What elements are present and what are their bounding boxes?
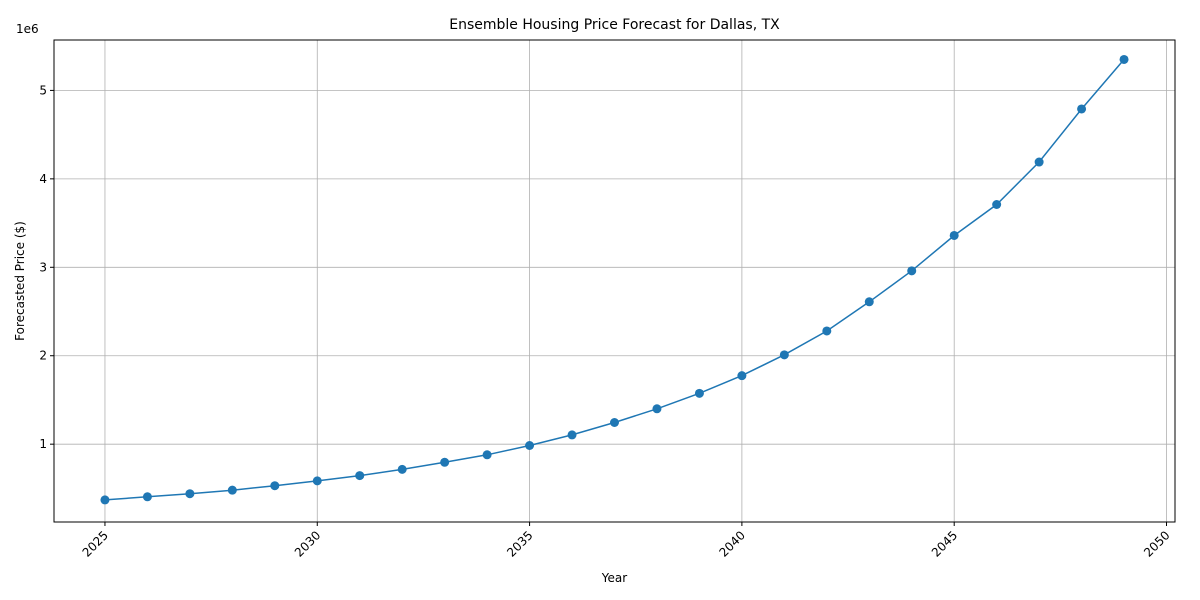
- y-axis-offset-label: 1e6: [16, 22, 39, 36]
- y-axis-label: Forecasted Price ($): [13, 221, 27, 341]
- data-point: [312, 476, 322, 486]
- data-point: [907, 266, 917, 276]
- y-tick-label: 1: [39, 437, 47, 451]
- plot-area-frame: [53, 39, 1176, 523]
- data-point: [185, 489, 195, 499]
- data-point: [1077, 104, 1087, 114]
- data-point: [694, 388, 704, 398]
- chart-title: Ensemble Housing Price Forecast for Dall…: [449, 17, 780, 33]
- data-point: [1034, 157, 1044, 167]
- data-point: [949, 230, 959, 240]
- y-tick-label: 5: [39, 83, 47, 97]
- data-point: [610, 418, 619, 428]
- data-point: [525, 440, 535, 450]
- data-point: [992, 199, 1002, 209]
- data-point: [397, 464, 407, 474]
- series-layer: [100, 54, 1129, 505]
- data-point: [227, 485, 237, 495]
- data-point: [822, 326, 832, 336]
- x-axis-label: Year: [601, 571, 627, 585]
- data-point: [355, 471, 365, 481]
- y-tick-label: 3: [39, 260, 47, 274]
- data-point: [567, 430, 577, 440]
- data-point: [440, 457, 450, 467]
- data-point: [482, 450, 492, 460]
- data-point: [100, 495, 110, 505]
- data-point: [652, 404, 662, 414]
- data-point: [270, 481, 280, 491]
- data-point: [864, 297, 874, 307]
- y-tick-label: 2: [39, 349, 47, 363]
- y-axis: 1 2 3 4 5: [39, 83, 54, 451]
- data-point: [1119, 54, 1129, 64]
- grid-lines: [54, 40, 1175, 522]
- data-point: [779, 350, 789, 360]
- data-point: [142, 492, 152, 502]
- data-point: [737, 371, 747, 381]
- y-tick-label: 4: [39, 172, 47, 186]
